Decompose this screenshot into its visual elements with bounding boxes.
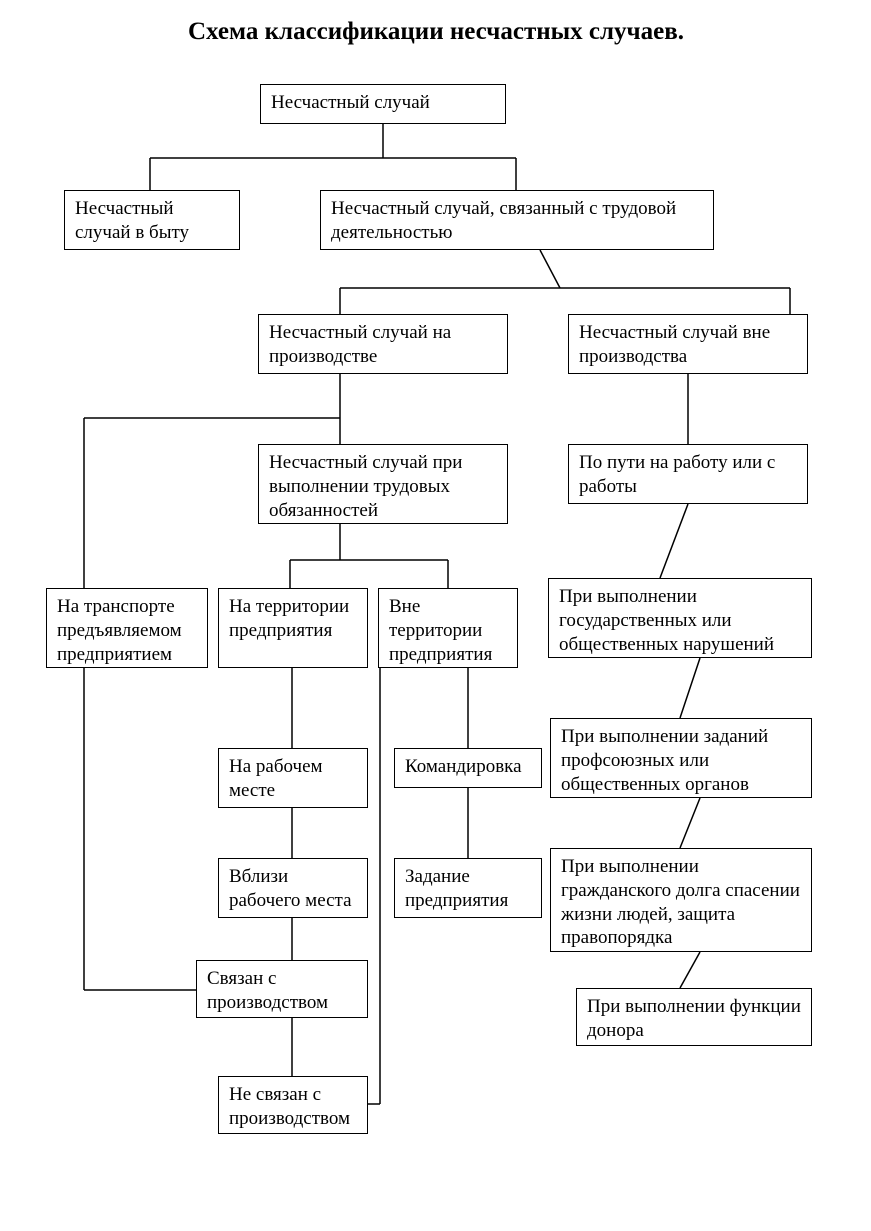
node-work-related: Несчастный случай, связанный с трудовой … [320,190,714,250]
node-commute: По пути на работу или с работы [568,444,808,504]
chart-title: Схема классификации несчастных случаев. [128,18,744,46]
node-domestic: Несчастный случай в быту [64,190,240,250]
node-job-duties: Несчастный случай при выполнении трудовы… [258,444,508,524]
node-off-production: Несчастный случай вне производства [568,314,808,374]
node-on-premises: На территории предприятия [218,588,368,668]
node-off-premises: Вне территории предприятия [378,588,518,668]
node-state-public-duties: При выполнении государственных или общес… [548,578,812,658]
node-company-transport: На транспорте предъявляемом предприятием [46,588,208,668]
node-root: Несчастный случай [260,84,506,124]
node-union-public-tasks: При выполнении заданий профсоюзных или о… [550,718,812,798]
node-not-production: Не связан с производством [218,1076,368,1134]
node-civic-duty: При выполнении гражданского долга спасен… [550,848,812,952]
node-near-workplace: Вблизи рабочего места [218,858,368,918]
node-business-trip: Командировка [394,748,542,788]
node-donor-function: При выполнении функции донора [576,988,812,1046]
node-company-assignment: Задание предприятия [394,858,542,918]
flowchart-stage: Схема классификации несчастных случаев. … [0,0,871,1231]
node-at-production: Несчастный случай на производстве [258,314,508,374]
node-production-related: Связан с производством [196,960,368,1018]
node-at-workplace: На рабочем месте [218,748,368,808]
